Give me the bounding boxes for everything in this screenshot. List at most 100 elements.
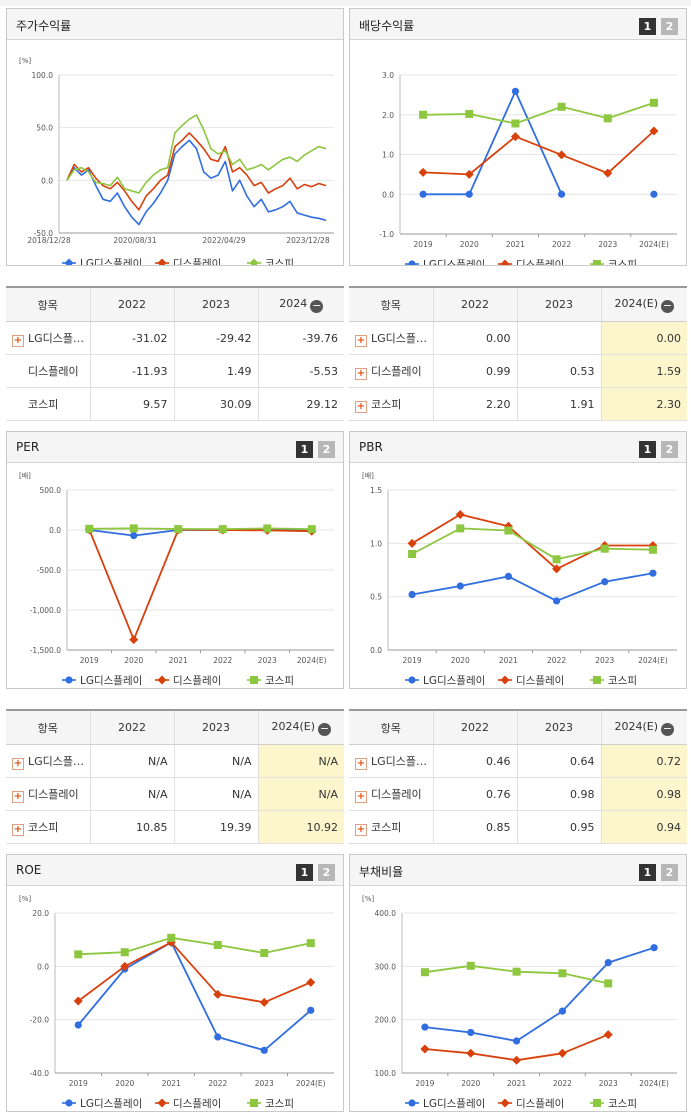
page-1-button[interactable]: 1 [639,864,656,881]
table-row: 코스피 9.57 30.09 29.12 [6,387,344,421]
legend-label: 디스플레이 [516,259,564,265]
value-cell: 0.95 [516,810,601,844]
unit-label: [%] [19,895,31,903]
panel-title: PBR [359,440,383,454]
data-point [167,933,176,942]
expand-plus-icon[interactable]: + [355,400,367,413]
header-2022: 2022 [432,709,517,745]
legend-label: 코스피 [265,1098,294,1110]
legend-marker [250,1099,258,1107]
legend-label: LG디스플레이 [423,1098,485,1110]
row-name-cell: + 디스플레이 [6,777,90,811]
data-point [306,977,316,987]
row-name: 코스피 [371,820,402,834]
expand-plus-icon[interactable]: + [355,367,367,380]
data-point [260,949,269,957]
row-name: 디스플레이 [28,787,79,801]
legend-label: 디스플레이 [173,1098,221,1110]
data-point [604,959,612,967]
collapse-minus-icon[interactable]: − [310,298,324,313]
data-point [260,1046,268,1054]
collapse-minus-icon[interactable]: − [318,721,332,736]
expand-plus-icon[interactable]: + [12,790,24,803]
page-2-button[interactable]: 2 [661,18,678,35]
expand-plus-icon[interactable]: + [12,334,24,347]
header-item: 항목 [6,709,90,745]
data-point [129,635,139,645]
legend-label: 코스피 [265,675,294,687]
series-disp [66,132,327,211]
y-tick-label: 200.0 [375,1016,397,1025]
series-line [411,513,653,570]
header-item: 항목 [349,709,433,745]
x-tick-label: 2020 [460,240,479,249]
page-2-button[interactable]: 2 [661,441,678,458]
expand-plus-icon[interactable]: + [355,334,367,347]
expand-plus-icon[interactable]: + [355,823,367,836]
data-point [129,524,138,533]
page-1-button[interactable]: 1 [296,441,313,458]
value-cell: -5.53 [257,354,344,388]
per-chart: [배] -1,500.0 -1,000.0 -500.0 0.0 500.0 2019 202… [19,471,334,687]
expand-plus-icon[interactable]: + [12,823,24,836]
top-strip [0,0,691,6]
y-tick-label: 400.0 [375,909,397,918]
data-point [456,524,465,533]
table-row: + 코스피 10.85 19.39 10.92 [6,810,344,844]
value-cell: 10.85 [89,810,174,844]
page-1-button[interactable]: 1 [296,864,313,881]
expand-plus-icon[interactable]: + [355,790,367,803]
value-cell: 1.59 [600,354,687,388]
page-2-button[interactable]: 2 [318,441,335,458]
page-2-button[interactable]: 2 [661,864,678,881]
x-tick-label: 2021 [499,656,518,665]
y-tick-label: 20.0 [32,909,49,918]
value-cell: N/A [257,777,344,811]
collapse-minus-icon[interactable]: − [661,721,675,736]
legend-marker [408,676,416,684]
x-tick-label: 2022 [547,656,566,665]
collapse-minus-icon[interactable]: − [661,298,675,313]
x-tick-label: 2021 [506,240,525,249]
x-tick-label: 2023/12/28 [286,236,329,245]
y-tick-label: 1.5 [370,486,382,495]
value-cell: 0.00 [600,321,687,355]
data-point [649,126,659,136]
series-line [78,936,311,956]
expand-plus-icon[interactable]: + [12,757,24,770]
page-2-button[interactable]: 2 [318,864,335,881]
x-tick-label: 2020/08/31 [113,236,156,245]
expand-plus-icon[interactable]: + [355,757,367,770]
data-point [603,1030,613,1040]
data-point [650,944,658,952]
per-table: 항목 2022 2023 2024(E) − + LG디스플… N/A N/A N/… [6,709,344,844]
value-cell: N/A [173,777,258,811]
pbr-table: 항목 2022 2023 2024(E) − + LG디스플… 0.46 0.64 … [349,709,687,844]
data-point [307,525,316,534]
value-cell: 0.46 [432,744,517,778]
row-name: LG디스플… [28,754,85,768]
table-row: 디스플레이 -11.93 1.49 -5.53 [6,354,344,388]
series-line [66,139,327,226]
table-row: + LG디스플… 0.46 0.64 0.72 [349,744,687,778]
legend-marker [250,676,258,684]
x-tick-label: 2021 [507,1079,526,1088]
page-1-button[interactable]: 1 [639,18,656,35]
data-point [307,1006,315,1014]
legend-label: 코스피 [265,258,294,265]
value-cell: 29.12 [257,387,344,421]
legend-label: 코스피 [608,259,637,265]
x-tick-label: 2023 [258,656,277,665]
value-cell: 1.49 [173,354,258,388]
legend-marker [500,259,510,269]
data-point [74,1021,82,1029]
legend-marker [408,260,416,268]
x-tick-label: 2019 [414,240,433,249]
page-1-button[interactable]: 1 [639,441,656,458]
